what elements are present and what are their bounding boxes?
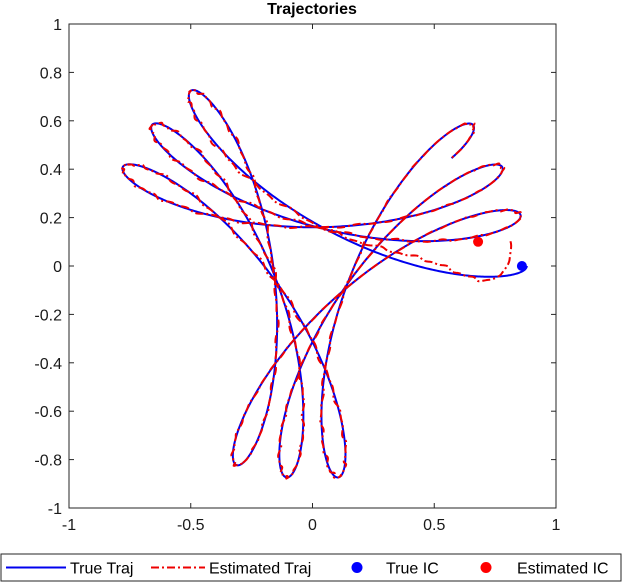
- legend-true-traj-label: True Traj: [70, 561, 133, 578]
- legend-box: [0, 553, 622, 582]
- series-true-traj: [121, 89, 528, 479]
- legend-true-ic-label: True IC: [386, 561, 439, 578]
- x-tick-label: 1: [552, 517, 561, 534]
- legend: True Traj Estimated Traj True IC Estimated …: [0, 553, 622, 582]
- axes-box: [68, 23, 557, 509]
- y-tick-label: -0.2: [34, 307, 62, 324]
- y-tick-label: 0.8: [40, 65, 62, 82]
- legend-estimated-traj-label: Estimated Traj: [209, 561, 311, 578]
- point-true-ic: [516, 261, 527, 271]
- y-tick-label: -1: [48, 501, 62, 518]
- legend-true-ic-marker: [351, 562, 363, 573]
- x-tick-label: 0: [308, 517, 317, 534]
- y-tick-label: 0.6: [40, 114, 62, 131]
- point-estimated-ic: [473, 236, 484, 247]
- y-tick-label: 0.4: [40, 162, 62, 179]
- y-tick-label: 0: [53, 259, 62, 276]
- legend-estimated-ic-marker: [480, 562, 492, 573]
- y-tick-label: -0.4: [34, 356, 62, 373]
- series-estimated-traj: [121, 88, 523, 480]
- y-tick-label: 1: [53, 17, 62, 34]
- y-tick-label: -0.6: [34, 404, 62, 421]
- x-tick-label: -1: [62, 517, 76, 534]
- axes: -1 -0.5 0 0.5 1 -1 -0.8 -0.6 -0.4 -0.2 0 0.2 0.4 0.6 0…: [34, 17, 560, 534]
- plot-area: [121, 88, 528, 480]
- legend-estimated-ic-label: Estimated IC: [517, 561, 609, 578]
- y-tick-label: 0.2: [40, 211, 62, 228]
- x-tick-label: 0.5: [423, 517, 445, 534]
- chart-title: Trajectories: [267, 1, 357, 18]
- y-tick-label: -0.8: [34, 453, 62, 470]
- x-tick-label: -0.5: [177, 517, 205, 534]
